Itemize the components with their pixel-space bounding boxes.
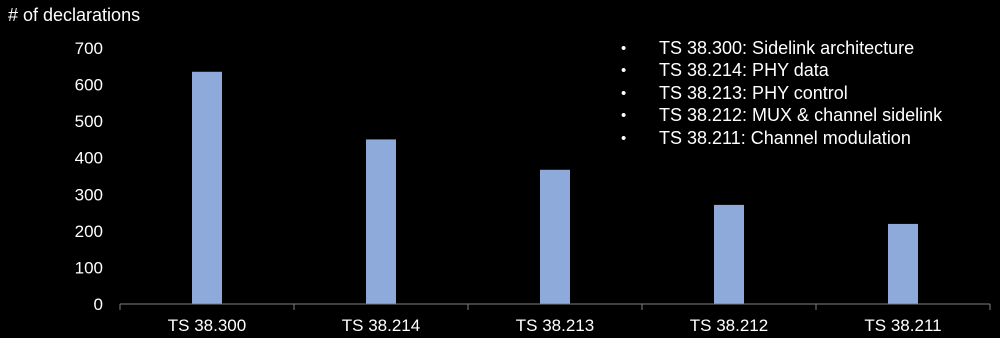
legend-item-label: TS 38.214: PHY data [659,60,829,81]
x-tick-label: TS 38.213 [516,316,594,335]
bars-group [192,71,918,305]
legend: • TS 38.300: Sidelink architecture • TS 38… [621,37,942,150]
bullet-icon: • [621,107,627,125]
legend-item-label: TS 38.300: Sidelink architecture [659,37,915,58]
legend-item: • TS 38.213: PHY control [621,82,942,105]
legend-item: • TS 38.300: Sidelink architecture [621,37,942,60]
x-axis-ticks [119,304,991,310]
bullet-icon: • [621,129,627,147]
legend-item: • TS 38.212: MUX & channel sidelink [621,105,942,128]
legend-item-label: TS 38.212: MUX & channel sidelink [659,105,943,126]
bar [192,71,222,305]
legend-item-label: TS 38.213: PHY control [659,82,848,103]
y-axis-title: # of declarations [8,5,141,25]
bar [366,139,396,304]
legend-item: • TS 38.211: Channel modulation [621,127,942,150]
x-tick-label: TS 38.214 [342,316,420,335]
legend-item-label: TS 38.211: Channel modulation [659,127,911,148]
bullet-icon: • [621,39,627,57]
bullet-icon: • [621,62,627,80]
bar [888,223,918,304]
y-tick-label: 200 [75,222,103,241]
y-tick-label: 500 [75,112,103,131]
y-tick-label: 100 [75,258,103,277]
y-tick-label: 700 [75,39,103,58]
bar [714,204,744,304]
y-tick-label: 600 [75,76,103,95]
legend-item: • TS 38.214: PHY data [621,60,942,83]
y-tick-label: 400 [75,149,103,168]
x-tick-label: TS 38.300 [168,316,246,335]
y-tick-label: 300 [75,185,103,204]
x-axis-labels: TS 38.300 TS 38.214 TS 38.213 TS 38.212 TS 3… [168,316,942,335]
x-tick-label: TS 38.211 [864,316,941,335]
bar [540,169,570,304]
y-axis-labels: 0 100 200 300 400 500 600 700 [75,39,103,314]
x-tick-label: TS 38.212 [690,316,768,335]
bullet-icon: • [621,84,627,102]
y-tick-label: 0 [94,295,103,314]
